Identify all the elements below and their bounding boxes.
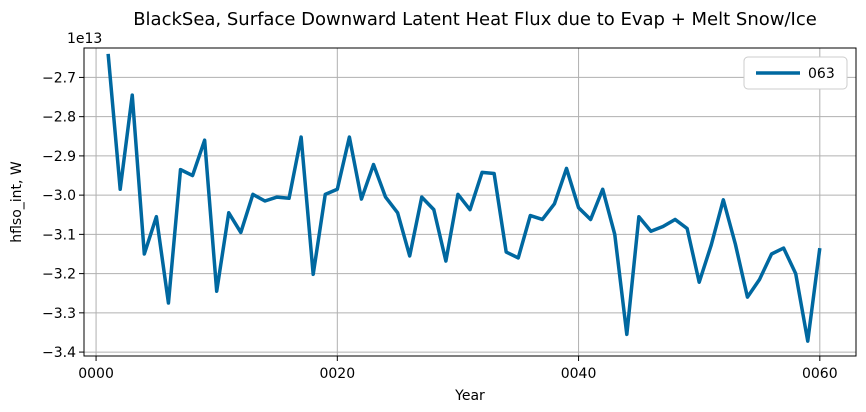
y-tick-label: −3.2: [42, 267, 76, 283]
y-tick-label: −3.1: [42, 227, 76, 243]
grid-lines: [84, 48, 856, 356]
series-layer: [106, 53, 822, 343]
y-tick-label: −2.9: [42, 149, 76, 165]
legend: 063: [743, 56, 848, 90]
x-tick-label: 0040: [561, 366, 597, 382]
axis-ticks: 0000 0020 0040 0060 −2.7 −2.8 −2.9 −3.0 −3.1 −3.2…: [42, 70, 838, 382]
plot-area-frame: [83, 47, 857, 357]
y-axis-offset-label: 1e13: [67, 31, 102, 47]
y-tick-label: −2.7: [42, 70, 76, 86]
legend-label-063: 063: [808, 66, 835, 82]
chart-title: BlackSea, Surface Downward Latent Heat F…: [133, 9, 817, 30]
y-tick-label: −3.3: [42, 306, 76, 322]
x-tick-label: 0020: [319, 366, 355, 382]
y-tick-label: −3.0: [42, 188, 76, 204]
y-tick-label: −2.8: [42, 110, 76, 126]
y-tick-label: −3.4: [42, 345, 76, 361]
y-axis-label: hflso_int, W: [9, 161, 25, 243]
series-line-063: [106, 53, 822, 343]
x-tick-label: 0000: [78, 366, 114, 382]
x-tick-label: 0060: [802, 366, 838, 382]
x-axis-label: Year: [454, 388, 485, 404]
